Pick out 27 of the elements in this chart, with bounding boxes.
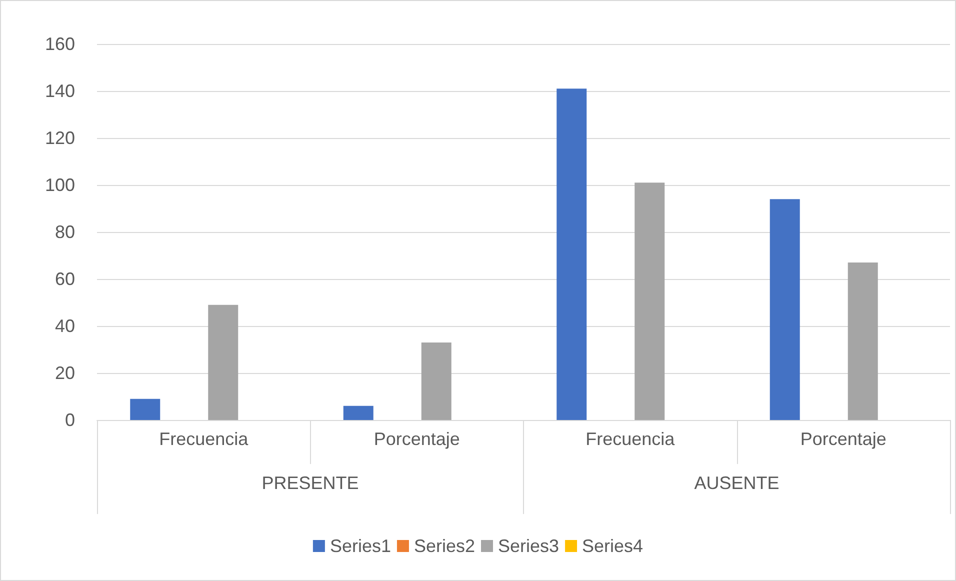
bar — [130, 398, 160, 420]
x-tick-label: Porcentaje — [374, 429, 460, 449]
legend-label: Series2 — [414, 536, 475, 556]
bar — [208, 304, 238, 420]
bar — [343, 406, 374, 420]
y-tick-label: 160 — [44, 34, 75, 54]
legend-label: Series4 — [582, 536, 644, 556]
y-tick-label: 0 — [64, 410, 75, 430]
bar — [634, 182, 665, 420]
y-tick-label: 140 — [44, 81, 75, 101]
legend-label: Series1 — [330, 536, 391, 556]
y-tick-label: 100 — [44, 175, 75, 195]
y-tick-label: 20 — [54, 363, 75, 383]
text: PRESENTE — [262, 473, 359, 493]
y-tick-label: 80 — [54, 222, 75, 242]
x-tick-label: Frecuencia — [159, 429, 250, 449]
y-tick-label: 120 — [44, 128, 75, 148]
legend-label: Series3 — [498, 536, 560, 556]
bar — [421, 342, 452, 420]
bar — [556, 88, 587, 420]
bar — [770, 199, 800, 420]
text: AUSENTE — [694, 473, 780, 493]
x-tick-label: Frecuencia — [586, 429, 676, 449]
y-tick-label: 60 — [54, 269, 75, 289]
x-tick-label: Porcentaje — [800, 429, 886, 449]
bar — [848, 262, 878, 420]
y-tick-label: 40 — [54, 316, 75, 336]
